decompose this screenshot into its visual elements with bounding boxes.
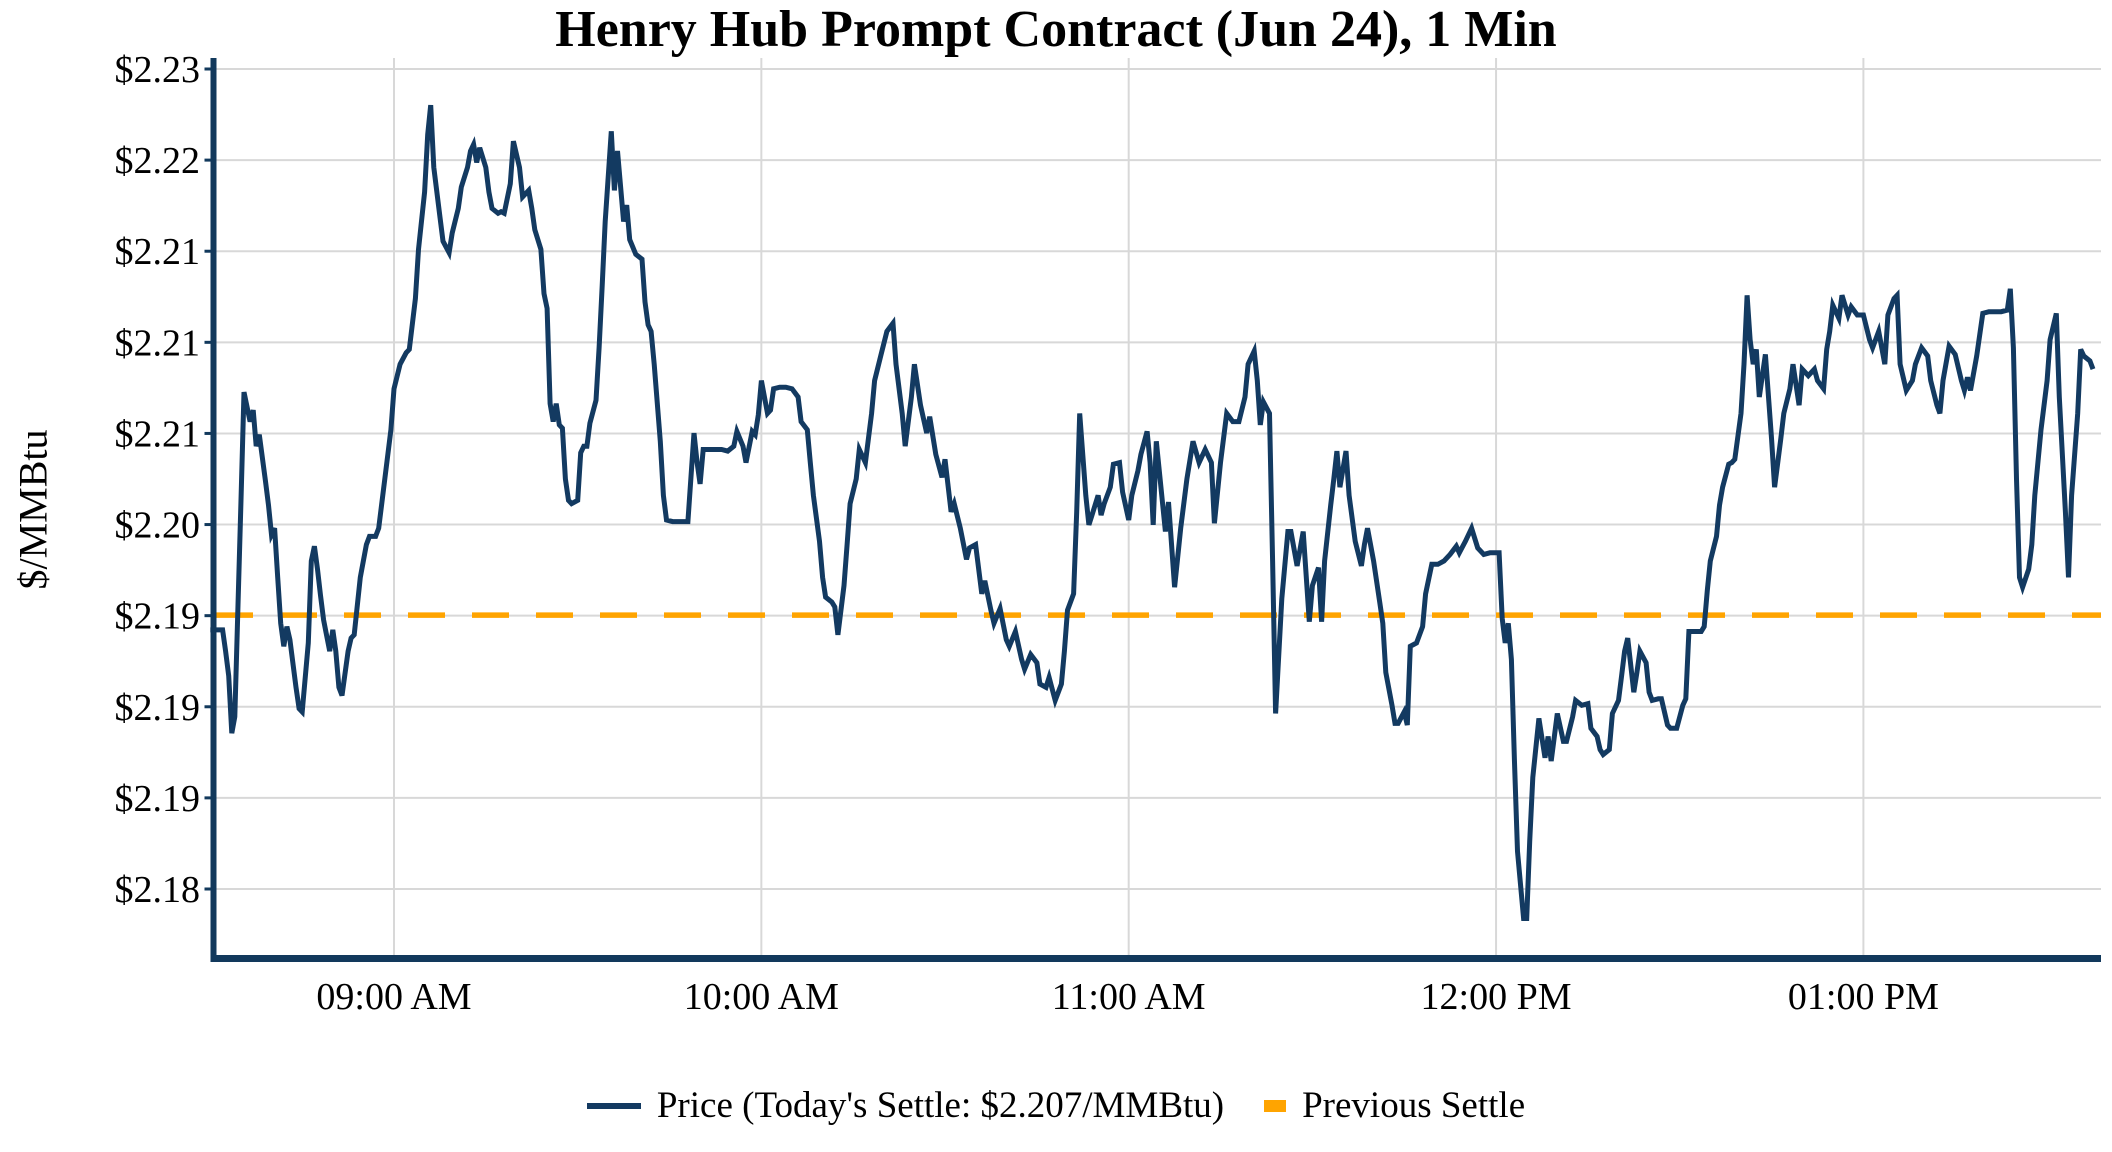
prev-settle-legend-swatch: [1264, 1099, 1287, 1112]
y-tick-label: $2.21: [115, 413, 201, 455]
price-legend-label: Price (Today's Settle: $2.207/MMBtu): [656, 1085, 1225, 1126]
x-tick-label: 12:00 PM: [1421, 976, 1572, 1018]
price-legend-swatch: [586, 1102, 641, 1109]
y-tick-label: $2.19: [115, 687, 201, 729]
y-tick-label: $2.18: [115, 869, 201, 911]
y-tick-label: $2.20: [115, 505, 201, 547]
price-line: [210, 104, 2096, 921]
y-tick-label: $2.22: [115, 140, 201, 182]
y-tick-label: $2.21: [115, 322, 201, 364]
x-tick-label: 11:00 AM: [1052, 976, 1206, 1018]
y-tick-label: $2.19: [115, 778, 201, 820]
y-tick-label: $2.21: [115, 231, 201, 273]
y-axis-title: $/MMBtu: [10, 429, 56, 590]
legend: Price (Today's Settle: $2.207/MMBtu) Pre…: [0, 1084, 2112, 1127]
x-tick-label: 01:00 PM: [1788, 976, 1939, 1018]
y-tick-label: $2.23: [115, 49, 201, 91]
x-tick-label: 09:00 AM: [316, 976, 471, 1018]
y-tick-label: $2.19: [115, 596, 201, 638]
prev-settle-legend-label: Previous Settle: [1302, 1085, 1526, 1126]
x-tick-label: 10:00 AM: [684, 976, 839, 1018]
chart-title: Henry Hub Prompt Contract (Jun 24), 1 Mi…: [555, 1, 1557, 58]
